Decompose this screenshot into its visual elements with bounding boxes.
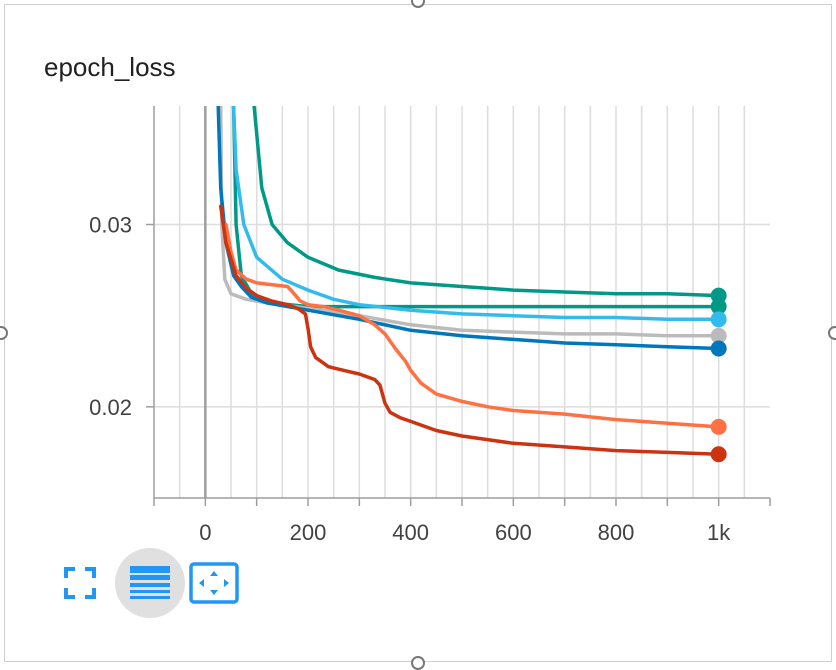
series-line-2: [231, 106, 721, 309]
series-line-7: [218, 204, 721, 456]
series-end-marker-7: [710, 446, 727, 463]
series-line-4: [218, 106, 721, 338]
x-tick-label: 400: [392, 520, 429, 545]
x-tick-label: 800: [598, 520, 635, 545]
grid-lines: [154, 106, 770, 498]
chart-toolbar: [60, 548, 239, 618]
x-tick-label: 1k: [707, 520, 731, 545]
series-end-marker-6: [710, 418, 727, 435]
axes: [146, 106, 771, 506]
series-end-marker-1: [710, 287, 727, 304]
series-end-marker-4: [710, 327, 727, 344]
log-scale-button[interactable]: [115, 548, 185, 618]
series-line-1: [252, 106, 721, 298]
fullscreen-button[interactable]: [60, 563, 100, 603]
x-tick-label: 600: [495, 520, 532, 545]
y-tick-label: 0.02: [89, 395, 132, 420]
x-tick-label: 0: [199, 520, 211, 545]
series-end-marker-5: [710, 340, 727, 357]
series-line-3: [231, 106, 721, 322]
resize-handle-top[interactable]: [411, 0, 425, 8]
tick-labels: 0 200 400 600 800 1k 0.02 0.03: [89, 213, 731, 545]
y-tick-label: 0.03: [89, 213, 132, 238]
series-line-5: [216, 106, 721, 351]
fit-domain-icon: [189, 562, 239, 604]
fit-domain-button[interactable]: [189, 561, 239, 605]
toggle-y-log-scale-icon: [130, 566, 170, 599]
end-markers: [710, 287, 727, 463]
series-end-marker-2: [710, 298, 727, 315]
series-end-marker-3: [710, 311, 727, 328]
resize-handle-left[interactable]: [0, 326, 8, 340]
fullscreen-icon: [64, 567, 96, 599]
resize-handle-right[interactable]: [828, 326, 836, 340]
series-layer: [216, 106, 721, 456]
series-line-6: [224, 222, 721, 429]
x-tick-label: 200: [290, 520, 327, 545]
chart-title: epoch_loss: [44, 52, 176, 82]
